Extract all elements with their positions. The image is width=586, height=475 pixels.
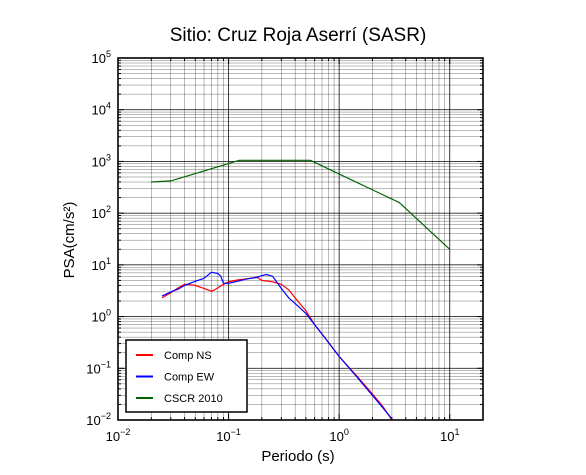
legend: Comp NS Comp EW CSCR 2010	[125, 339, 248, 413]
y-tick-label-exponent: 5	[106, 49, 111, 59]
x-tick-label: 101	[440, 427, 459, 444]
y-tick-label-exponent: 0	[106, 308, 111, 318]
x-tick-label-base: 10	[440, 429, 454, 444]
x-tick-label-exponent: 0	[344, 427, 349, 437]
grid-lines	[117, 57, 484, 421]
x-tick-label-exponent: −1	[231, 427, 241, 437]
legend-label-comp-ns: Comp NS	[164, 350, 212, 362]
y-tick-label-base: 10	[92, 258, 106, 273]
x-tick-label-base: 10	[329, 429, 343, 444]
y-tick-label: 103	[92, 152, 111, 169]
y-tick-label-exponent: 2	[106, 204, 111, 214]
y-tick-label: 100	[92, 308, 111, 325]
x-tick-labels: 10−2 10−1 100 101	[106, 427, 460, 444]
x-tick-label-exponent: −2	[120, 427, 130, 437]
y-tick-label-base: 10	[92, 154, 106, 169]
series-line-cscr-2010	[151, 159, 451, 250]
x-tick-label: 10−2	[106, 427, 131, 444]
y-tick-label-base: 10	[92, 310, 106, 325]
x-tick-label-base: 10	[216, 429, 230, 444]
x-tick-label: 10−1	[216, 427, 241, 444]
y-tick-label-exponent: 1	[106, 256, 111, 266]
y-tick-label-base: 10	[86, 361, 100, 376]
legend-label-cscr-2010: CSCR 2010	[164, 393, 223, 405]
y-tick-label-base: 10	[92, 103, 106, 118]
y-tick-label-exponent: 3	[106, 152, 111, 162]
y-tick-label: 10−2	[86, 411, 111, 428]
y-tick-label: 102	[92, 204, 111, 221]
y-tick-label-exponent: −1	[101, 359, 111, 369]
x-tick-label-exponent: 1	[454, 427, 459, 437]
y-tick-label: 10−1	[86, 359, 111, 376]
y-tick-label-base: 10	[92, 206, 106, 221]
series-line-comp-ew	[161, 271, 393, 420]
chart-title: Sitio: Cruz Roja Aserrí (SASR)	[170, 25, 427, 46]
y-tick-label-exponent: −2	[101, 411, 111, 421]
y-tick-label: 104	[92, 101, 111, 118]
x-tick-label-base: 10	[106, 429, 120, 444]
y-tick-label: 101	[92, 256, 111, 273]
y-tick-label: 105	[92, 49, 111, 66]
y-tick-label-base: 10	[92, 51, 106, 66]
y-axis-title: PSA(cm/s²)	[61, 202, 78, 279]
x-tick-label: 100	[329, 427, 348, 444]
y-tick-label-base: 10	[86, 413, 100, 428]
x-axis-title: Periodo (s)	[261, 448, 334, 465]
series-lines	[151, 159, 451, 421]
legend-label-comp-ew: Comp EW	[164, 372, 215, 384]
y-tick-label-exponent: 4	[106, 101, 111, 111]
plot-frame	[117, 57, 484, 421]
